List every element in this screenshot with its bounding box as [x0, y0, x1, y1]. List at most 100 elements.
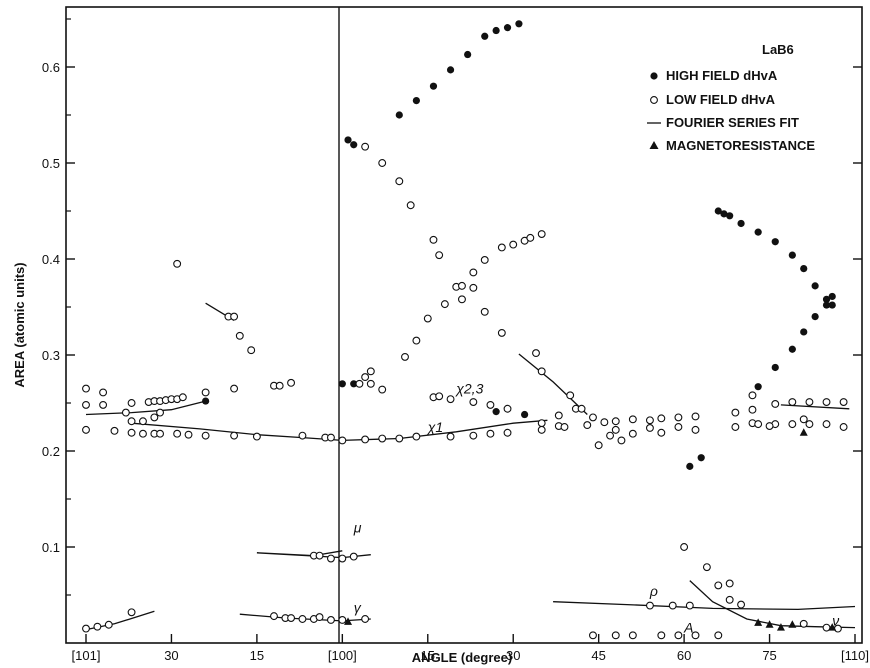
branch-label: ν: [832, 613, 839, 629]
fit-line: [553, 601, 856, 611]
x-tick-label: [110]: [841, 648, 869, 663]
low-field-point: [583, 421, 592, 430]
low-field-point: [252, 432, 261, 441]
low-field-point: [150, 413, 159, 422]
low-field-point: [361, 615, 370, 623]
y-tick-label: 0.4: [42, 252, 60, 267]
high-field-point: [771, 363, 779, 372]
annotations: χ1 χ2,3 μ γ ρ A ν: [353, 380, 839, 635]
low-field-point: [201, 388, 210, 397]
low-field-point: [657, 428, 666, 437]
low-field-point: [139, 417, 147, 426]
low-field-point: [731, 423, 740, 431]
low-field-point: [503, 428, 512, 437]
low-field-point: [230, 384, 239, 393]
low-field-point: [435, 392, 444, 401]
low-field-point: [788, 420, 797, 429]
low-field-point: [127, 417, 136, 426]
low-field-point: [378, 385, 387, 394]
low-field-point: [127, 428, 136, 437]
low-field-point: [839, 423, 848, 431]
low-field-point: [298, 431, 307, 440]
low-field-point: [765, 422, 774, 430]
low-field-point: [537, 419, 546, 428]
low-field-point: [469, 431, 478, 440]
high-field-point: [464, 50, 472, 59]
high-field-point: [771, 238, 779, 246]
low-field-point: [184, 430, 193, 439]
low-field-point: [714, 631, 723, 640]
low-field-point: [532, 349, 540, 358]
low-field-point: [156, 429, 165, 438]
low-field-point: [611, 631, 620, 640]
low-field-point: [104, 620, 113, 629]
low-field-point: [537, 367, 546, 376]
high-field-point: [828, 292, 836, 301]
low-field-point: [497, 243, 506, 252]
y-tick-label: 0.2: [42, 444, 60, 459]
high-field-point: [822, 295, 831, 303]
legend-title: LaB6: [762, 42, 794, 57]
low-field-point: [173, 429, 182, 438]
low-field-point: [412, 336, 421, 345]
low-field-point: [537, 425, 546, 434]
high-field-point: [811, 282, 819, 290]
low-field-point: [674, 423, 683, 431]
low-field-point: [486, 429, 495, 438]
low-field-point: [657, 631, 666, 640]
legend-triangle-icon: [649, 141, 659, 149]
magnetoresistance-point: [788, 620, 797, 628]
low-field-point: [82, 384, 90, 393]
high-field-point: [788, 251, 796, 259]
low-field-point: [395, 177, 404, 186]
low-field-point: [537, 230, 546, 238]
low-field-point: [121, 408, 130, 417]
low-field-point: [395, 434, 404, 443]
low-field-point: [554, 411, 563, 420]
low-field-point: [606, 431, 615, 440]
low-field-point: [714, 581, 723, 590]
low-field-point: [645, 601, 654, 610]
low-field-point: [201, 431, 210, 440]
high-field-point: [726, 212, 734, 220]
high-field-point: [412, 97, 420, 105]
low-field-point: [725, 579, 734, 588]
x-tick-label: 30: [506, 648, 520, 663]
magnetoresistance-point: [776, 623, 785, 631]
high-field-point: [828, 301, 836, 309]
low-field-point: [480, 256, 489, 264]
low-field-point: [799, 415, 808, 424]
low-field-point: [423, 314, 432, 323]
low-field-point: [822, 420, 831, 429]
low-field-point: [480, 307, 489, 316]
low-field-point: [469, 398, 478, 406]
branch-label: χ2,3: [454, 380, 483, 396]
low-field-point: [247, 346, 256, 355]
legend-filled-circle-icon: [650, 72, 658, 80]
low-field-point: [594, 441, 603, 450]
low-field-point: [628, 415, 637, 424]
low-field-point: [725, 595, 734, 604]
low-field-point: [754, 420, 763, 429]
low-field-point: [326, 554, 335, 563]
low-field-point: [839, 398, 848, 406]
low-field-point: [326, 433, 335, 442]
high-field-point: [503, 24, 512, 32]
low-field-point: [628, 631, 637, 640]
magnetoresistance-point: [799, 428, 808, 436]
low-field-point: [378, 159, 387, 167]
low-field-point: [230, 312, 239, 321]
low-field-point: [287, 378, 296, 387]
low-field-point: [173, 259, 182, 268]
low-field-point: [366, 379, 375, 388]
high-field-point: [429, 82, 438, 90]
x-tick-label: [100]: [328, 648, 357, 663]
low-field-point: [503, 404, 512, 413]
low-field-point: [406, 201, 415, 210]
low-field-point: [287, 614, 296, 622]
high-field-point: [800, 265, 808, 273]
low-field-point: [156, 408, 165, 417]
y-axis-label: AREA (atomic units): [12, 262, 27, 387]
low-field-point: [600, 418, 609, 427]
